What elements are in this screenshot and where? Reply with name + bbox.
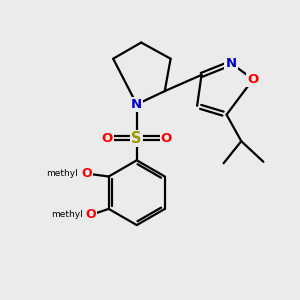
Text: O: O (81, 167, 92, 180)
Text: methyl: methyl (46, 169, 78, 178)
Text: N: N (131, 98, 142, 111)
Text: O: O (248, 73, 259, 86)
Text: methyl: methyl (51, 210, 83, 219)
Text: S: S (131, 131, 142, 146)
Text: N: N (225, 57, 236, 70)
Text: O: O (86, 208, 96, 221)
Text: O: O (102, 132, 113, 145)
Text: O: O (160, 132, 172, 145)
